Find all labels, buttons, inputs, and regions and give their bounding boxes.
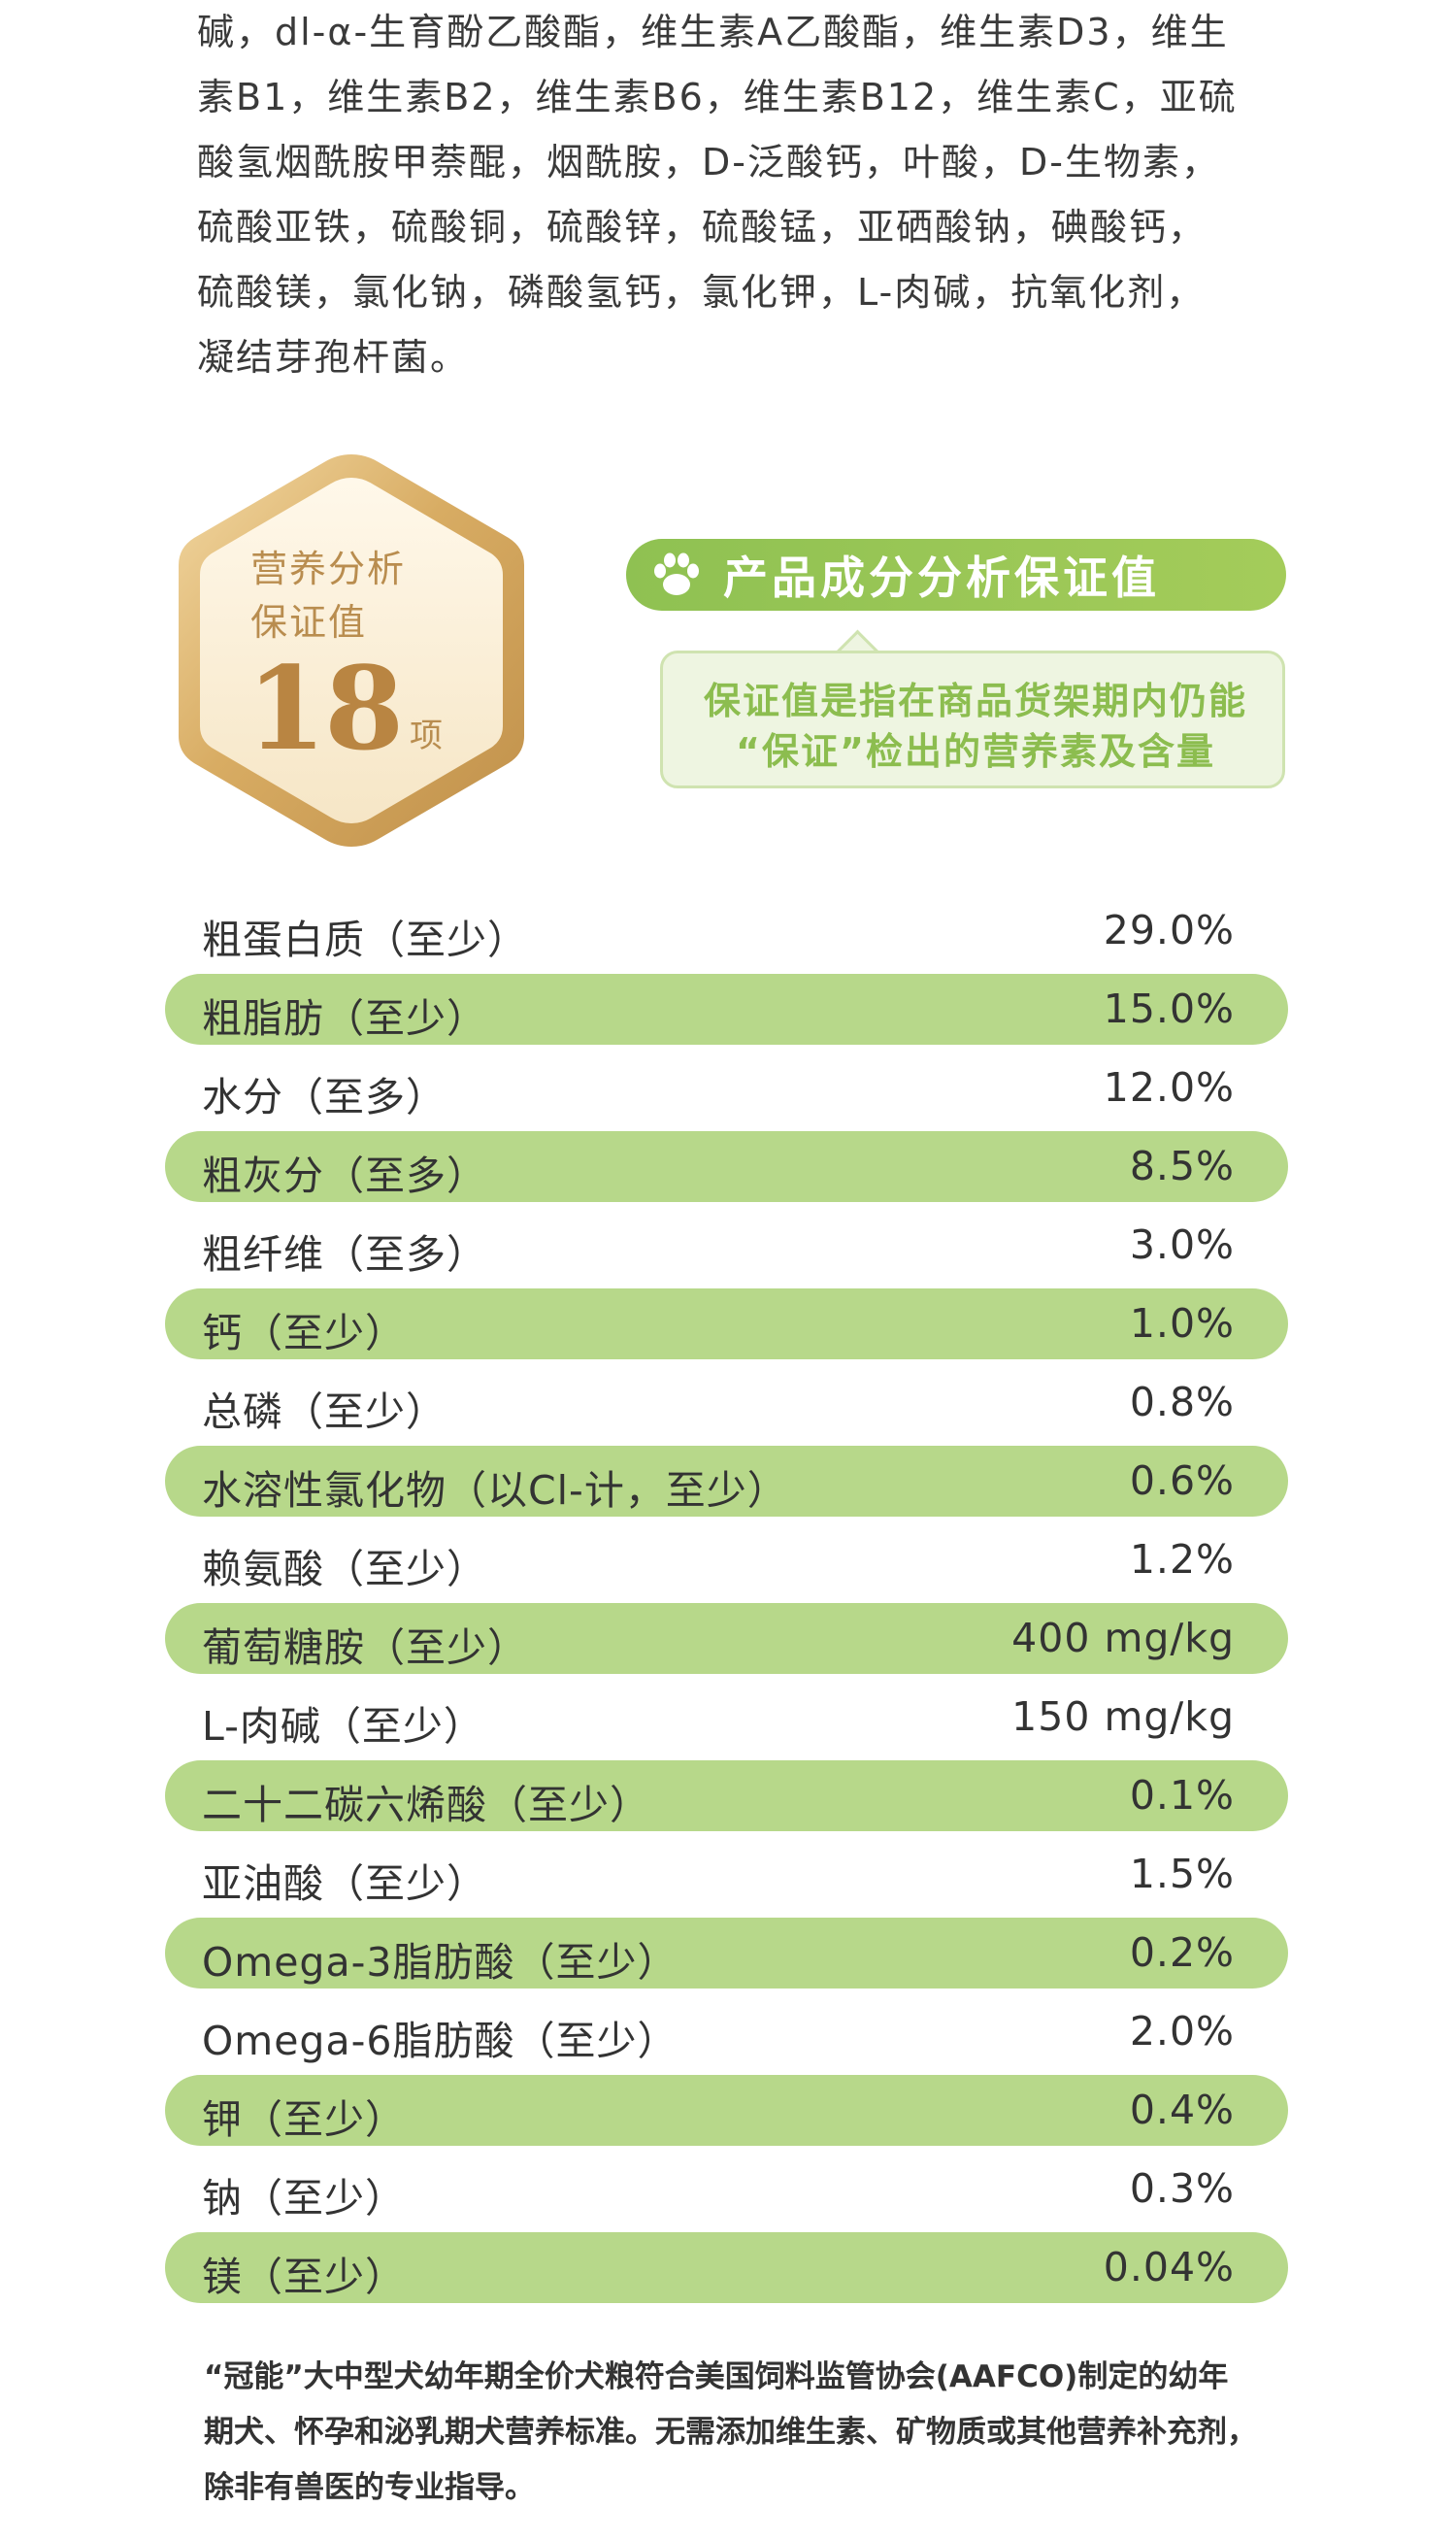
table-row: 赖氨酸（至少） 1.2% <box>165 1521 1288 1599</box>
nutrient-value: 8.5% <box>1129 1143 1235 1189</box>
nutrient-value: 0.6% <box>1129 1457 1235 1504</box>
badge-unit: 项 <box>410 717 443 755</box>
nutrient-name: 钙（至少） <box>202 1310 406 1356</box>
table-row: 钾（至少） 0.4% <box>165 2071 1288 2150</box>
nutrient-value: 29.0% <box>1103 907 1235 953</box>
table-row: L-肉碱（至少） 150 mg/kg <box>165 1678 1288 1756</box>
nutrient-value: 0.4% <box>1129 2087 1235 2133</box>
table-row: 粗纤维（至多） 3.0% <box>165 1206 1288 1285</box>
table-row: 葡萄糖胺（至少） 400 mg/kg <box>165 1599 1288 1678</box>
nutrient-value: 1.5% <box>1129 1851 1235 1897</box>
nutrient-name: 粗蛋白质（至少） <box>202 917 528 963</box>
nutrient-name: 粗灰分（至多） <box>202 1153 487 1199</box>
nutrient-name: 总磷（至少） <box>202 1388 447 1435</box>
nutrient-value: 2.0% <box>1129 2008 1235 2055</box>
nutrient-name: 钾（至少） <box>202 2096 406 2143</box>
paw-icon <box>647 546 706 604</box>
guarantee-explanation-bubble: 保证值是指在商品货架期内仍能 “保证”检出的营养素及含量 <box>660 651 1285 788</box>
table-row: 粗脂肪（至少） 15.0% <box>165 970 1288 1049</box>
nutrient-name: 钠（至少） <box>202 2175 406 2222</box>
section-title-banner: 产品成分分析保证值 <box>626 539 1286 611</box>
ingredient-list: 碱，dl-α-生育酚乙酸酯，维生素A乙酸酯，维生素D3，维生 素B1，维生素B2… <box>197 0 1294 390</box>
ingredient-line: 碱，dl-α-生育酚乙酸酯，维生素A乙酸酯，维生素D3，维生 <box>197 11 1229 53</box>
nutrient-name: L-肉碱（至少） <box>202 1703 484 1750</box>
nutrition-table: 粗蛋白质（至少） 29.0% 粗脂肪（至少） 15.0% 水分（至多） 12.0… <box>165 891 1288 2307</box>
nutrient-name: 水分（至多） <box>202 1074 447 1120</box>
nutrient-name: 水溶性氯化物（以Cl-计，至少） <box>202 1467 788 1514</box>
table-row: 水溶性氯化物（以Cl-计，至少） 0.6% <box>165 1442 1288 1521</box>
table-row: 二十二碳六烯酸（至少） 0.1% <box>165 1756 1288 1835</box>
nutrient-name: Omega-3脂肪酸（至少） <box>202 1939 678 1986</box>
nutrient-name: 赖氨酸（至少） <box>202 1546 487 1592</box>
table-row: 镁（至少） 0.04% <box>165 2228 1288 2307</box>
ingredient-line: 硫酸镁，氯化钠，磷酸氢钙，氯化钾，L-肉碱，抗氧化剂， <box>197 271 1206 314</box>
badge-title-line1: 营养分析 <box>250 548 407 590</box>
table-row: Omega-3脂肪酸（至少） 0.2% <box>165 1914 1288 1992</box>
nutrient-value: 0.8% <box>1129 1379 1235 1425</box>
bubble-text-line1: 保证值是指在商品货架期内仍能 <box>703 680 1247 722</box>
ingredient-line: 素B1，维生素B2，维生素B6，维生素B12，维生素C，亚硫 <box>197 76 1238 118</box>
footer-line: 期犬、怀孕和泌乳期犬营养标准。无需添加维生素、矿物质或其他营养补充剂， <box>204 2415 1257 2450</box>
footer-line: “冠能”大中型犬幼年期全价犬粮符合美国饲料监管协会(AAFCO)制定的幼年 <box>204 2359 1229 2394</box>
nutrient-name: Omega-6脂肪酸（至少） <box>202 2018 678 2064</box>
nutrient-value: 12.0% <box>1103 1064 1235 1111</box>
nutrient-name: 葡萄糖胺（至少） <box>202 1624 528 1671</box>
nutrition-count-badge: 营养分析 保证值 18 项 <box>167 447 536 854</box>
badge-count: 18 <box>247 641 404 776</box>
nutrient-value: 1.2% <box>1129 1536 1235 1583</box>
badge-title-line2: 保证值 <box>250 601 368 644</box>
section-title: 产品成分分析保证值 <box>723 551 1160 604</box>
nutrient-value: 1.0% <box>1129 1300 1235 1347</box>
nutrient-value: 15.0% <box>1103 986 1235 1032</box>
ingredient-line: 凝结芽孢杆菌。 <box>197 336 470 379</box>
hexagon-badge-shape <box>179 454 524 847</box>
nutrient-name: 粗纤维（至多） <box>202 1231 487 1278</box>
aafco-compliance-note: “冠能”大中型犬幼年期全价犬粮符合美国饲料监管协会(AAFCO)制定的幼年 期犬… <box>204 2350 1291 2516</box>
nutrient-value: 0.1% <box>1129 1772 1235 1819</box>
table-row: 总磷（至少） 0.8% <box>165 1363 1288 1442</box>
table-row: 亚油酸（至少） 1.5% <box>165 1835 1288 1914</box>
table-row: 钠（至少） 0.3% <box>165 2150 1288 2228</box>
nutrient-name: 镁（至少） <box>202 2254 406 2300</box>
nutrient-name: 二十二碳六烯酸（至少） <box>202 1782 650 1828</box>
table-row: 粗蛋白质（至少） 29.0% <box>165 891 1288 970</box>
nutrient-value: 0.04% <box>1103 2244 1235 2290</box>
nutrient-value: 400 mg/kg <box>1011 1615 1235 1661</box>
table-row: 粗灰分（至多） 8.5% <box>165 1127 1288 1206</box>
table-row: 水分（至多） 12.0% <box>165 1049 1288 1127</box>
nutrient-name: 亚油酸（至少） <box>202 1860 487 1907</box>
nutrient-name: 粗脂肪（至少） <box>202 995 487 1042</box>
nutrient-value: 150 mg/kg <box>1011 1693 1235 1740</box>
bubble-text-line2: “保证”检出的营养素及含量 <box>736 730 1215 773</box>
nutrient-value: 0.2% <box>1129 1929 1235 1976</box>
ingredient-line: 酸氢烟酰胺甲萘醌，烟酰胺，D-泛酸钙，叶酸，D-生物素， <box>197 141 1220 184</box>
nutrient-value: 3.0% <box>1129 1221 1235 1268</box>
ingredient-line: 硫酸亚铁，硫酸铜，硫酸锌，硫酸锰，亚硒酸钠，碘酸钙， <box>197 206 1208 249</box>
table-row: Omega-6脂肪酸（至少） 2.0% <box>165 1992 1288 2071</box>
nutrient-value: 0.3% <box>1129 2165 1235 2212</box>
footer-line: 除非有兽医的专业指导。 <box>204 2470 535 2505</box>
table-row: 钙（至少） 1.0% <box>165 1285 1288 1363</box>
